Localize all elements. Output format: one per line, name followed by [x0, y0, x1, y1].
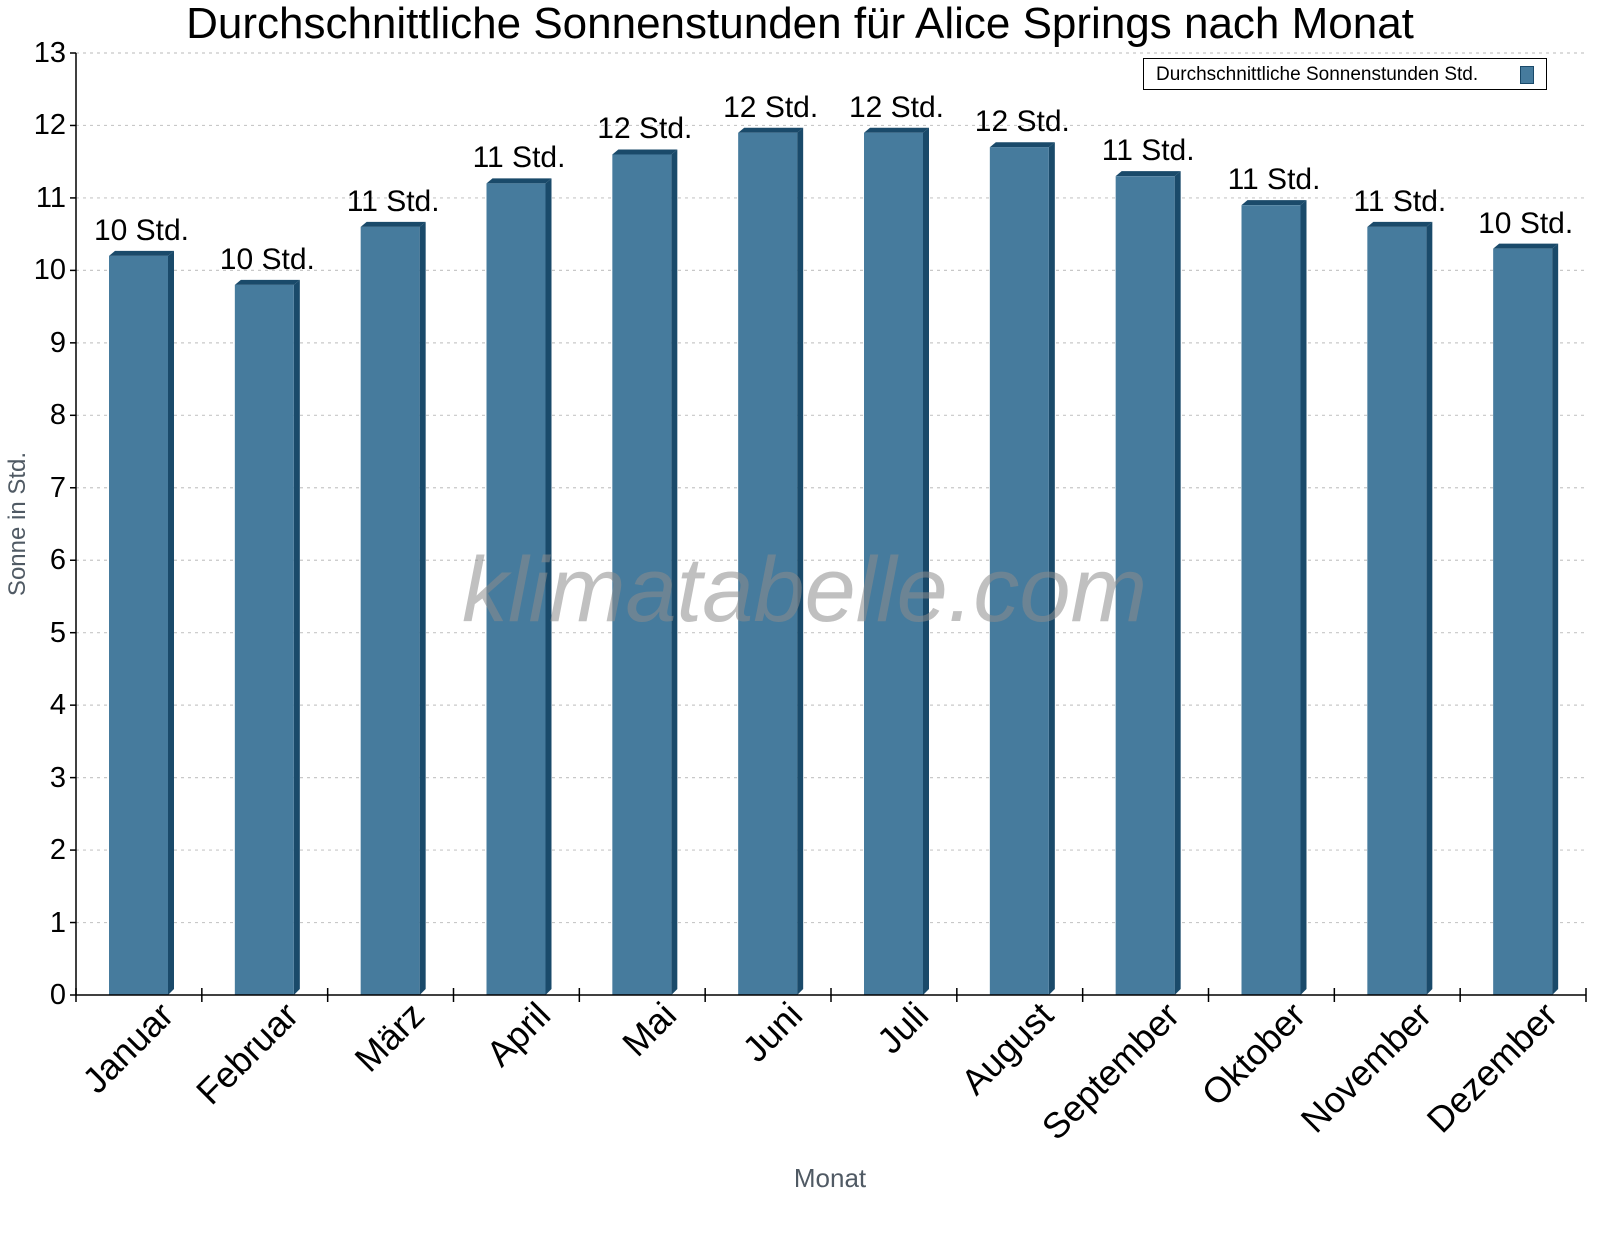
- y-tick-label: 12: [33, 109, 66, 142]
- legend-label: Durchschnittliche Sonnenstunden Std.: [1156, 64, 1479, 85]
- data-label: 11 Std.: [472, 141, 566, 175]
- legend-swatch-icon: [1520, 66, 1534, 84]
- y-tick-label: 7: [49, 471, 66, 504]
- data-label: 12 Std.: [723, 90, 819, 124]
- data-label: 12 Std.: [848, 90, 945, 124]
- y-tick-label: 10: [33, 254, 66, 287]
- bar: [989, 142, 1055, 995]
- legend: Durchschnittliche Sonnenstunden Std.: [1143, 58, 1547, 90]
- data-label: 12 Std.: [597, 112, 693, 146]
- bar: [1367, 221, 1433, 995]
- bar-chart: Durchschnittliche Sonnenstunden für Alic…: [4, 0, 1587, 1193]
- bar: [864, 127, 929, 995]
- data-label: 11 Std.: [1101, 134, 1195, 168]
- y-tick-label: 1: [49, 906, 66, 939]
- axes: [70, 52, 1587, 1002]
- gridlines: [76, 52, 1586, 924]
- data-label: 11 Std.: [1353, 184, 1447, 218]
- y-tick-label: 8: [49, 399, 66, 432]
- bar: [1241, 200, 1307, 995]
- bar: [1115, 171, 1181, 995]
- y-tick-label: 5: [49, 616, 66, 649]
- bar: [360, 221, 426, 995]
- data-label: 10 Std.: [219, 242, 315, 276]
- chart-title: Durchschnittliche Sonnenstunden für Alic…: [186, 0, 1414, 48]
- bar: [738, 127, 804, 995]
- y-tick-label: 3: [49, 761, 66, 794]
- y-tick-label: 4: [49, 689, 66, 722]
- y-axis-title: Sonne in Std.: [4, 451, 31, 597]
- data-label: 11 Std.: [1227, 163, 1321, 197]
- data-label: 10 Std.: [1478, 206, 1574, 240]
- y-tick-label: 11: [35, 181, 66, 214]
- y-tick-label: 0: [49, 979, 66, 1011]
- bar: [1493, 243, 1559, 996]
- bar: [486, 178, 552, 995]
- bar: [109, 250, 174, 995]
- data-label: 12 Std.: [974, 105, 1070, 139]
- y-tick-label: 6: [49, 544, 66, 577]
- bar: [234, 279, 300, 995]
- data-label: 10 Std.: [93, 213, 190, 247]
- y-tick-label: 9: [49, 326, 66, 359]
- x-axis-title: Monat: [793, 1163, 867, 1193]
- bar: [612, 149, 678, 995]
- y-tick-label: 13: [33, 37, 66, 69]
- bars: [109, 127, 1559, 996]
- y-tick-label: 2: [49, 834, 66, 867]
- data-label: 11 Std.: [346, 184, 440, 218]
- plot-area: [70, 52, 1587, 1002]
